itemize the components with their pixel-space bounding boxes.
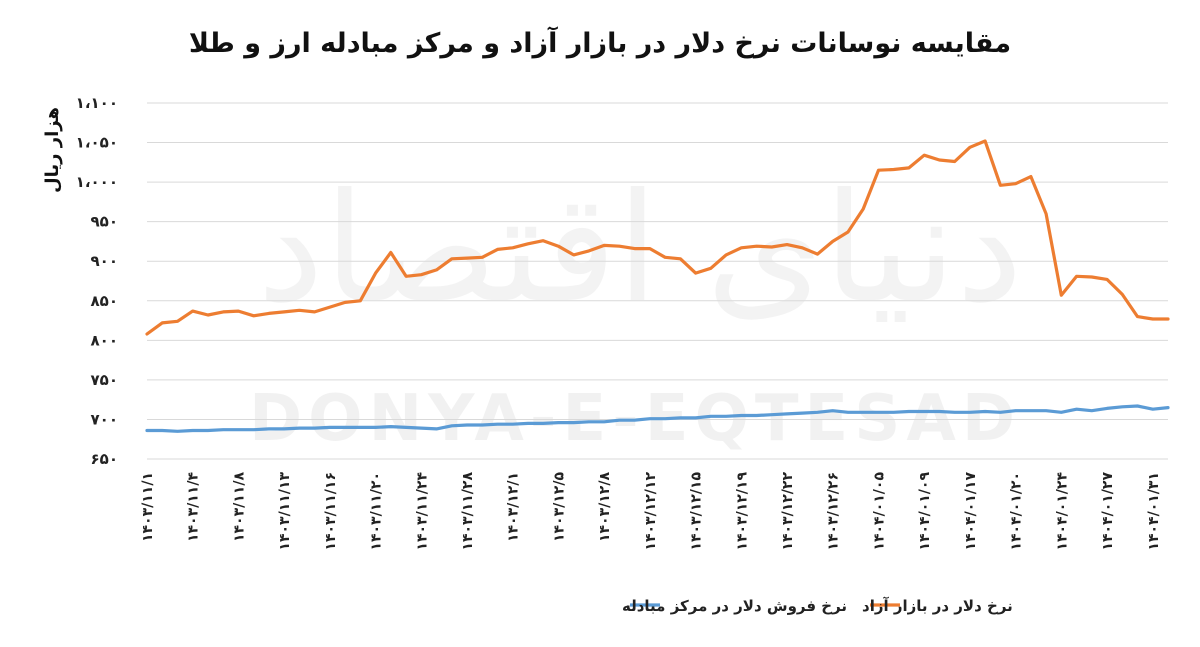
x-tick-label: ۱۴۰۳/۱۲/۵ (551, 472, 567, 542)
y-tick-label: ۱،۰۵۰ (76, 134, 118, 152)
x-tick-label: ۱۴۰۳/۱۱/۱۳ (277, 472, 293, 551)
y-tick-label: ۸۰۰ (91, 331, 118, 349)
x-tick-label: ۱۴۰۳/۱۱/۲۸ (460, 472, 476, 551)
y-tick-label: ۷۵۰ (91, 371, 118, 389)
x-tick-label: ۱۴۰۳/۱۱/۲۴ (414, 472, 430, 551)
x-tick-label: ۱۴۰۳/۱۲/۸ (597, 472, 613, 542)
x-tick-label: ۱۴۰۴/۰۱/۰۵ (871, 472, 887, 551)
chart-title: مقایسه نوسانات نرخ دلار در بازار آزاد و … (189, 26, 1011, 59)
x-tick-label: ۱۴۰۴/۰۱/۲۰ (1009, 472, 1025, 551)
y-axis-label: هزار ریال (42, 107, 63, 193)
legend-label: نرخ دلار در بازار آزاد (862, 597, 1013, 615)
x-tick-label: ۱۴۰۳/۱۲/۱۲ (643, 472, 659, 551)
x-tick-label: ۱۴۰۳/۱۱/۸ (231, 472, 247, 542)
legend-label: نرخ فروش دلار در مرکز مبادله (622, 597, 847, 615)
x-tick-label: ۱۴۰۴/۰۱/۲۴ (1054, 472, 1070, 551)
y-axis-ticks: ۶۵۰ ۷۰۰ ۷۵۰ ۸۰۰ ۸۵۰ ۹۰۰ ۹۵۰ ۱،۰۰۰ ۱،۰۵۰ ۱،۱۰۰ (76, 94, 118, 468)
y-tick-label: ۶۵۰ (91, 450, 118, 468)
x-axis-ticks: ۱۴۰۳/۱۱/۱ ۱۴۰۳/۱۱/۴ ۱۴۰۳/۱۱/۸ ۱۴۰۳/۱۱/۱۳ ۱۴۰… (140, 472, 1162, 551)
x-tick-label: ۱۴۰۳/۱۱/۴ (186, 472, 202, 542)
y-tick-label: ۱،۱۰۰ (76, 94, 118, 112)
series-line-0 (145, 139, 1170, 336)
y-tick-label: ۱،۰۰۰ (76, 173, 118, 191)
y-tick-label: ۹۵۰ (91, 213, 118, 231)
y-tick-label: ۸۵۰ (91, 292, 118, 310)
x-tick-label: ۱۴۰۳/۱۱/۲۰ (369, 472, 385, 551)
x-tick-label: ۱۴۰۳/۱۲/۱۵ (689, 472, 705, 551)
y-tick-label: ۹۰۰ (91, 252, 118, 270)
x-tick-label: ۱۴۰۴/۰۱/۳۱ (1146, 472, 1162, 551)
series-line-1 (145, 404, 1170, 433)
x-tick-label: ۱۴۰۳/۱۲/۲۶ (826, 472, 842, 551)
series-lines (145, 139, 1170, 433)
legend: نرخ دلار در بازار آزاد نرخ فروش دلار در م… (622, 597, 1013, 615)
y-tick-label: ۷۰۰ (91, 410, 118, 428)
x-tick-label: ۱۴۰۳/۱۲/۱۹ (734, 472, 750, 551)
x-tick-label: ۱۴۰۴/۰۱/۱۷ (963, 472, 979, 551)
x-tick-label: ۱۴۰۳/۱۲/۱ (506, 472, 522, 542)
x-tick-label: ۱۴۰۴/۰۱/۰۹ (917, 472, 933, 551)
x-tick-label: ۱۴۰۳/۱۲/۲۲ (780, 472, 796, 551)
x-tick-label: ۱۴۰۳/۱۱/۱۶ (323, 472, 339, 551)
x-tick-label: ۱۴۰۳/۱۱/۱ (140, 472, 156, 542)
x-tick-label: ۱۴۰۴/۰۱/۲۷ (1100, 472, 1116, 551)
